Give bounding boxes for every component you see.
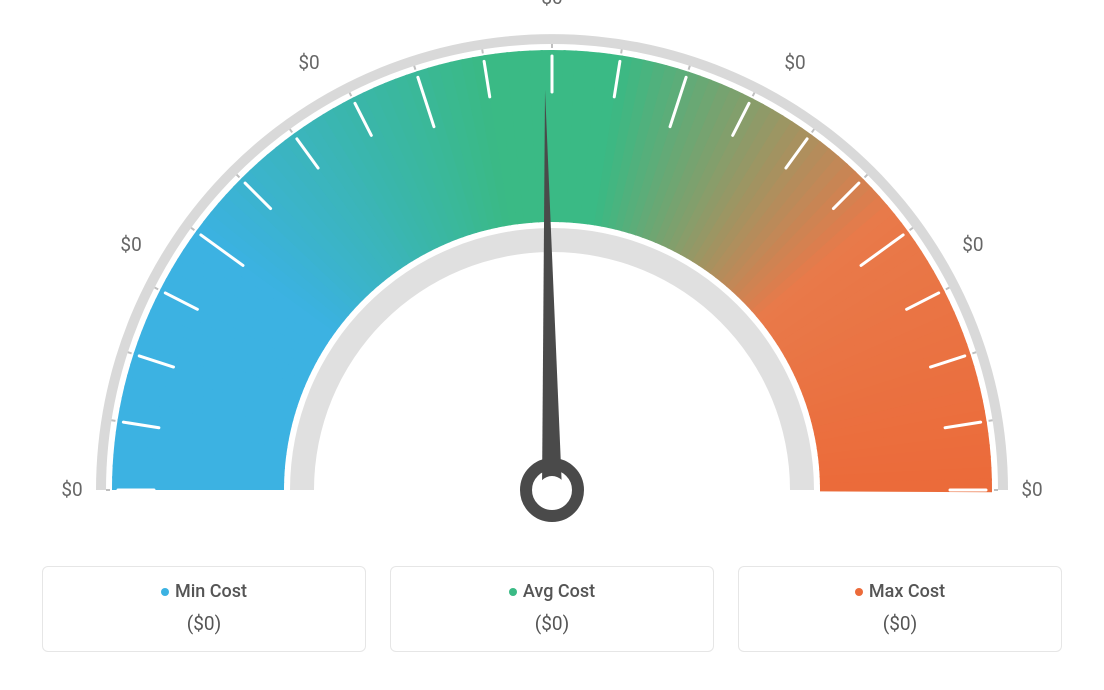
legend-card-max: Max Cost ($0) <box>738 566 1062 652</box>
gauge-tick-label: $0 <box>541 0 562 9</box>
legend-dot-avg <box>509 588 517 596</box>
legend-label-avg: Avg Cost <box>523 581 595 602</box>
legend-title-max: Max Cost <box>749 581 1051 602</box>
legend-value-min: ($0) <box>53 612 355 635</box>
legend-dot-min <box>161 588 169 596</box>
gauge-cost-widget: $0 $0 $0 $0 $0 $0 $0 Min Cost ($0) Avg Cost ($… <box>0 0 1104 690</box>
legend-card-avg: Avg Cost ($0) <box>390 566 714 652</box>
legend-value-max: ($0) <box>749 612 1051 635</box>
gauge-tick-label: $0 <box>962 233 983 256</box>
legend-row: Min Cost ($0) Avg Cost ($0) Max Cost ($0… <box>0 566 1104 652</box>
gauge-chart: $0 $0 $0 $0 $0 $0 $0 <box>0 0 1104 560</box>
legend-title-avg: Avg Cost <box>401 581 703 602</box>
gauge-tick-label: $0 <box>298 51 319 74</box>
gauge-tick-label: $0 <box>120 233 141 256</box>
gauge-tick-label: $0 <box>1021 478 1042 501</box>
gauge-tick-label: $0 <box>61 478 82 501</box>
gauge-svg: $0 $0 $0 $0 $0 $0 $0 <box>0 0 1104 560</box>
legend-value-avg: ($0) <box>401 612 703 635</box>
gauge-tick-label: $0 <box>784 51 805 74</box>
legend-label-max: Max Cost <box>869 581 945 602</box>
legend-card-min: Min Cost ($0) <box>42 566 366 652</box>
legend-dot-max <box>855 588 863 596</box>
legend-label-min: Min Cost <box>175 581 247 602</box>
legend-title-min: Min Cost <box>53 581 355 602</box>
